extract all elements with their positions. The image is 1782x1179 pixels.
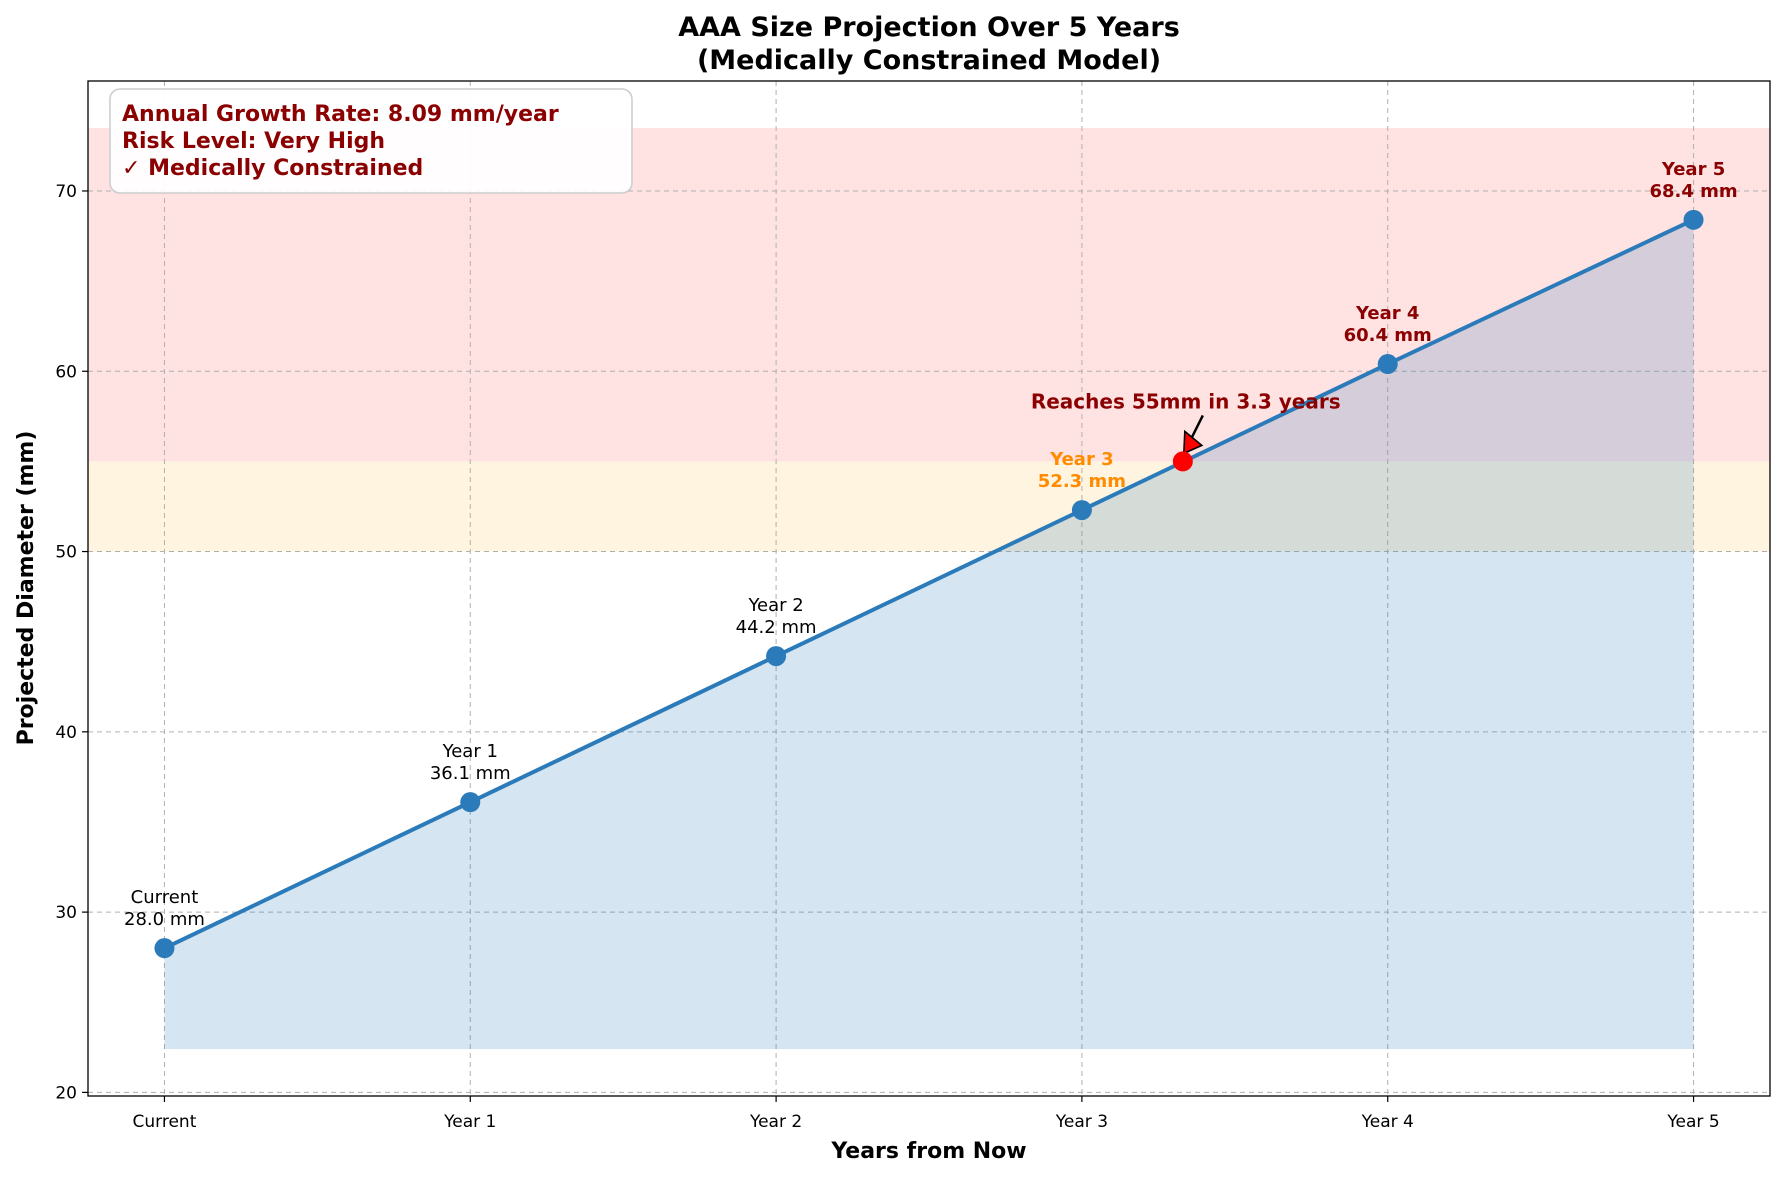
point-label-value-0: 28.0 mm <box>124 909 205 930</box>
data-point-0 <box>154 938 175 959</box>
series-line <box>163 218 1695 950</box>
point-label-name-5: Year 5 <box>1661 159 1725 180</box>
y-tick-label-5: 70 <box>55 182 77 202</box>
info-box-line-1: Risk Level: Very High <box>122 129 385 154</box>
data-point-3 <box>1071 500 1092 521</box>
y-axis-ticks: 20 30 40 50 60 70 <box>55 182 88 1103</box>
info-box-line-0: Annual Growth Rate: 8.09 mm/year <box>122 102 559 127</box>
x-axis-ticks: Current Year 1 Year 2 Year 3 Year 4 Year 5 <box>133 1096 1720 1132</box>
point-label-value-4: 60.4 mm <box>1344 325 1432 346</box>
info-box-frame <box>109 88 633 194</box>
point-label-value-1: 36.1 mm <box>430 763 511 784</box>
data-point-4 <box>1377 354 1398 375</box>
point-label-value-2: 44.2 mm <box>736 617 817 638</box>
point-label-name-2: Year 2 <box>747 595 803 616</box>
y-tick-label-2: 40 <box>55 723 77 743</box>
area-fill <box>164 219 1694 1050</box>
x-tick-label-0: Current <box>133 1112 197 1132</box>
x-tick-label-2: Year 2 <box>749 1112 802 1132</box>
data-points <box>154 209 1704 959</box>
x-tick-label-3: Year 3 <box>1055 1112 1108 1132</box>
x-tick-label-4: Year 4 <box>1361 1112 1414 1132</box>
x-tick-label-1: Year 1 <box>443 1112 496 1132</box>
x-axis-label: Years from Now <box>830 1139 1026 1164</box>
y-tick-label-4: 60 <box>55 362 77 382</box>
y-tick-label-1: 30 <box>55 903 77 923</box>
data-point-1 <box>460 792 481 813</box>
annotation-text: Reaches 55mm in 3.3 years <box>1031 389 1341 413</box>
x-tick-label-5: Year 5 <box>1666 1112 1719 1132</box>
risk-band-0 <box>88 461 1770 552</box>
threshold-marker <box>1172 451 1193 472</box>
y-tick-label-3: 50 <box>55 543 77 563</box>
point-label-name-4: Year 4 <box>1355 303 1419 324</box>
chart-subtitle: (Medically Constrained Model) <box>697 45 1161 76</box>
y-tick-label-0: 20 <box>55 1083 77 1103</box>
info-box-line-2: ✓ Medically Constrained <box>122 156 423 181</box>
point-label-value-5: 68.4 mm <box>1649 181 1737 202</box>
chart-title: AAA Size Projection Over 5 Years <box>678 12 1180 43</box>
series-line-path <box>163 218 1695 950</box>
annotation-arrow-head <box>1182 429 1204 455</box>
threshold-annotation: Reaches 55mm in 3.3 years <box>1031 389 1341 472</box>
y-axis-label: Projected Diameter (mm) <box>14 431 39 746</box>
point-label-name-1: Year 1 <box>442 741 498 762</box>
plot-frame <box>87 80 1771 1097</box>
point-label-value-3: 52.3 mm <box>1038 471 1126 492</box>
data-point-2 <box>766 646 787 667</box>
point-label-name-3: Year 3 <box>1049 449 1113 470</box>
point-label-name-0: Current <box>131 887 199 908</box>
area-fill-path <box>164 219 1694 1050</box>
data-point-5 <box>1683 209 1704 230</box>
